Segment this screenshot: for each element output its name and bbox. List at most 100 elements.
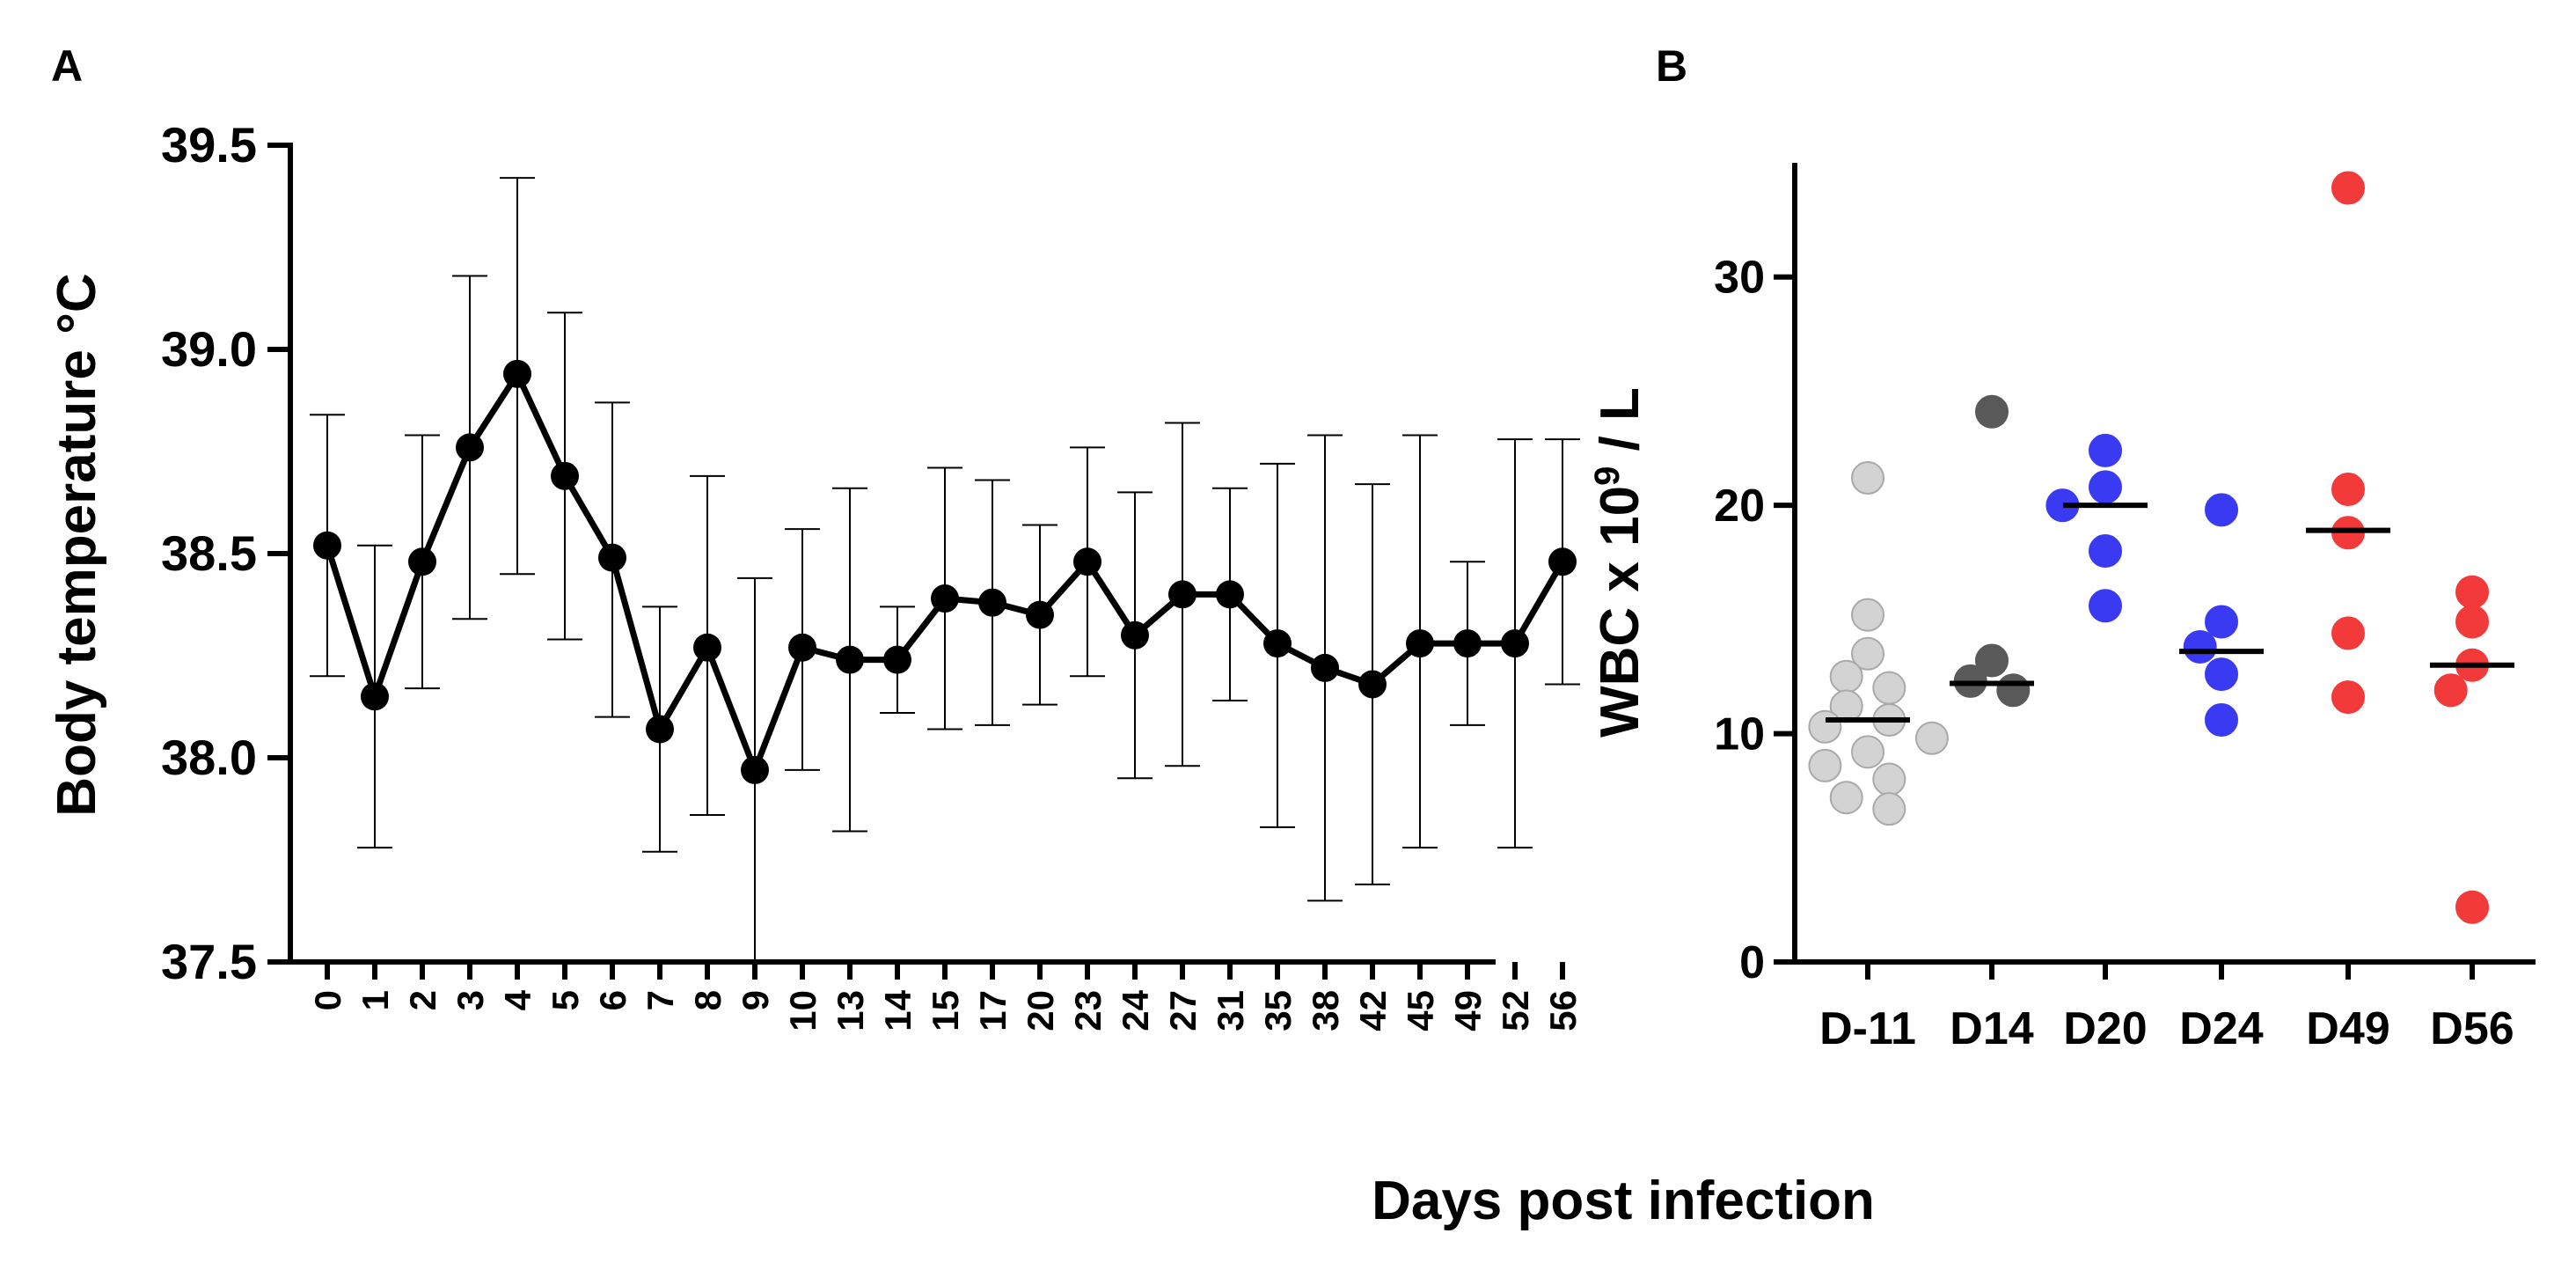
data-point bbox=[1975, 643, 2009, 678]
data-point bbox=[2455, 605, 2489, 639]
x-tick-label: 2 bbox=[402, 990, 443, 1010]
x-tick-label: 52 bbox=[1495, 990, 1536, 1031]
data-point bbox=[1829, 781, 1863, 815]
data-point bbox=[2205, 703, 2238, 738]
data-point bbox=[2455, 890, 2489, 924]
y-tick-label: 38.5 bbox=[161, 525, 257, 581]
panel-b-letter: B bbox=[1656, 41, 1687, 91]
x-tick-label: 27 bbox=[1162, 990, 1204, 1031]
data-point bbox=[1851, 598, 1884, 632]
data-point bbox=[646, 715, 674, 744]
data-point bbox=[408, 547, 436, 576]
y-tick-label: 39.5 bbox=[161, 117, 257, 173]
x-tick-label: 10 bbox=[782, 990, 823, 1031]
x-tick-label: 0 bbox=[307, 990, 348, 1010]
data-point bbox=[1501, 629, 1529, 658]
data-point bbox=[1311, 653, 1339, 682]
x-tick-label: 7 bbox=[640, 990, 681, 1010]
x-tick-label: 17 bbox=[972, 990, 1014, 1031]
x-tick-label: 35 bbox=[1257, 990, 1299, 1031]
data-point bbox=[836, 645, 864, 674]
data-point bbox=[1216, 580, 1244, 609]
data-point bbox=[2433, 673, 2468, 708]
data-point bbox=[2089, 470, 2122, 504]
data-point bbox=[741, 755, 769, 784]
x-tick-label: 6 bbox=[592, 990, 633, 1010]
x-tick-label: 14 bbox=[877, 989, 918, 1031]
data-point bbox=[1073, 547, 1101, 576]
x-tick-label: 23 bbox=[1067, 990, 1109, 1031]
x-tick-label: 20 bbox=[1020, 990, 1061, 1031]
data-point bbox=[1914, 721, 1949, 755]
y-tick-label: 0 bbox=[1739, 937, 1765, 988]
x-tick-label: 38 bbox=[1305, 990, 1346, 1031]
data-point bbox=[2205, 657, 2238, 692]
x-tick-label: D20 bbox=[2063, 1003, 2147, 1054]
data-point bbox=[361, 682, 389, 711]
data-point bbox=[883, 645, 911, 674]
data-point bbox=[1406, 629, 1434, 658]
y-axis-title: WBC x 109 / L bbox=[1588, 387, 1650, 738]
y-tick-label: 30 bbox=[1714, 253, 1765, 304]
data-point bbox=[1358, 670, 1387, 699]
x-tick-label: 24 bbox=[1115, 989, 1156, 1031]
x-tick-label: 15 bbox=[925, 990, 966, 1031]
data-point bbox=[2205, 493, 2238, 527]
data-point bbox=[1872, 671, 1906, 705]
data-point bbox=[1026, 600, 1054, 629]
data-point bbox=[1121, 620, 1149, 650]
data-point bbox=[1453, 629, 1482, 658]
data-point bbox=[2089, 589, 2122, 623]
x-tick-label: 13 bbox=[830, 990, 871, 1031]
x-tick-label: D24 bbox=[2179, 1003, 2263, 1054]
data-point bbox=[551, 461, 579, 490]
x-tick-label: 56 bbox=[1542, 990, 1584, 1031]
panel-a-chart: 37.538.038.539.039.50 1 2 3 4 5 6 7 8 9 10 13 14 15 17… bbox=[47, 117, 1584, 1031]
data-point bbox=[978, 588, 1006, 617]
data-point bbox=[1872, 762, 1906, 797]
x-tick-label: 3 bbox=[450, 990, 491, 1010]
data-point bbox=[788, 633, 816, 662]
data-point bbox=[2205, 605, 2238, 639]
x-tick-label: 42 bbox=[1352, 990, 1394, 1031]
data-point bbox=[1168, 580, 1197, 609]
y-tick-label: 39.0 bbox=[161, 321, 257, 377]
data-point bbox=[1996, 673, 2031, 708]
data-point bbox=[1851, 461, 1884, 496]
data-point bbox=[1263, 629, 1292, 658]
data-point bbox=[2331, 472, 2365, 506]
x-tick-label: 9 bbox=[735, 990, 776, 1010]
x-tick-label: D14 bbox=[1950, 1003, 2033, 1054]
x-tick-label: 8 bbox=[687, 990, 728, 1010]
y-tick-label: 10 bbox=[1714, 709, 1765, 760]
data-point bbox=[1808, 709, 1842, 744]
x-tick-label: 31 bbox=[1210, 990, 1251, 1031]
x-tick-label: 49 bbox=[1447, 990, 1489, 1031]
data-point bbox=[456, 433, 484, 462]
x-tick-label: D-11 bbox=[1819, 1003, 1916, 1054]
x-tick-label: 4 bbox=[497, 989, 538, 1010]
data-point bbox=[313, 531, 341, 560]
y-axis-title: Body temperature °C bbox=[47, 273, 107, 816]
data-point bbox=[2455, 575, 2489, 609]
x-tick-label: D49 bbox=[2306, 1003, 2389, 1054]
y-tick-label: 20 bbox=[1714, 481, 1765, 532]
panel-b-chart: 0 10 20 30 D-11 D14 D20 D24 D49 D56 WBC x 109 / L bbox=[1588, 163, 2536, 1054]
data-point bbox=[2089, 534, 2122, 569]
data-point bbox=[1548, 547, 1577, 576]
data-point bbox=[1829, 659, 1863, 694]
data-point bbox=[503, 359, 531, 388]
data-point bbox=[1975, 394, 2009, 429]
x-axis-title: Days post infection bbox=[1372, 1171, 1875, 1231]
y-tick-label: 38.0 bbox=[161, 730, 257, 785]
data-point bbox=[931, 584, 959, 613]
y-tick-label: 37.5 bbox=[161, 934, 257, 989]
data-point bbox=[2183, 629, 2217, 664]
data-point bbox=[2331, 171, 2365, 205]
panel-a-letter: A bbox=[51, 41, 83, 91]
x-tick-label: 45 bbox=[1400, 990, 1441, 1031]
x-tick-label: 1 bbox=[355, 990, 396, 1010]
x-tick-label: 5 bbox=[545, 990, 586, 1010]
data-point bbox=[2331, 616, 2365, 650]
